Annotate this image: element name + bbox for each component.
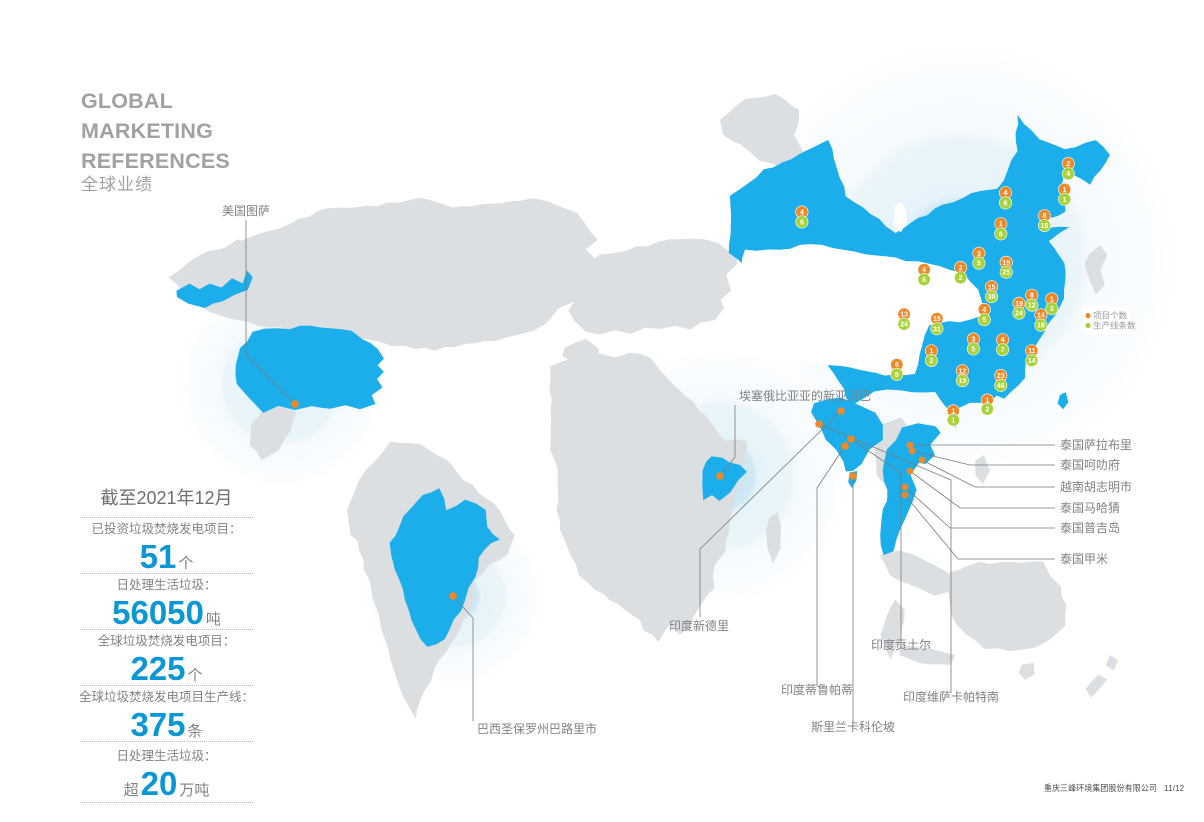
svg-text:18: 18 bbox=[1037, 323, 1045, 330]
svg-text:4: 4 bbox=[982, 307, 986, 314]
svg-text:泰国甲米: 泰国甲米 bbox=[1060, 552, 1108, 566]
svg-text:美国图萨: 美国图萨 bbox=[222, 204, 270, 218]
australia bbox=[948, 561, 1066, 651]
svg-text:15: 15 bbox=[1041, 223, 1049, 230]
svg-text:6: 6 bbox=[922, 277, 926, 284]
svg-text:生产线条数: 生产线条数 bbox=[1093, 321, 1136, 331]
svg-text:12: 12 bbox=[1028, 303, 1036, 310]
svg-text:1: 1 bbox=[951, 418, 955, 425]
svg-text:1: 1 bbox=[1063, 197, 1067, 204]
svg-text:19: 19 bbox=[959, 378, 967, 385]
svg-text:4: 4 bbox=[1066, 171, 1070, 178]
svg-text:埃塞俄比亚亚的新亚贝巴: 埃塞俄比亚亚的新亚贝巴 bbox=[739, 388, 871, 403]
svg-text:泰国呵叻府: 泰国呵叻府 bbox=[1060, 457, 1120, 472]
svg-text:泰国普吉岛: 泰国普吉岛 bbox=[1060, 520, 1120, 535]
greenland bbox=[720, 94, 806, 169]
svg-text:1: 1 bbox=[999, 221, 1003, 228]
svg-text:印度贡土尔: 印度贡土尔 bbox=[871, 637, 931, 652]
svg-text:2: 2 bbox=[959, 265, 963, 272]
svg-text:项目个数: 项目个数 bbox=[1093, 311, 1128, 321]
svg-text:巴西圣保罗州巴路里市: 巴西圣保罗州巴路里市 bbox=[477, 721, 597, 736]
svg-text:15: 15 bbox=[933, 316, 941, 323]
svg-text:斯里兰卡科伦坡: 斯里兰卡科伦坡 bbox=[811, 719, 895, 734]
svg-text:泰国马哈猜: 泰国马哈猜 bbox=[1060, 501, 1120, 515]
europe bbox=[566, 239, 738, 335]
svg-text:6: 6 bbox=[999, 231, 1003, 238]
svg-text:5: 5 bbox=[971, 346, 975, 353]
svg-text:6: 6 bbox=[1004, 200, 1008, 207]
svg-text:2: 2 bbox=[1066, 161, 1070, 168]
svg-text:30: 30 bbox=[988, 294, 996, 301]
svg-text:泰国萨拉布里: 泰国萨拉布里 bbox=[1060, 437, 1132, 452]
svg-text:7: 7 bbox=[1001, 347, 1005, 354]
newzealand_n bbox=[1106, 655, 1118, 671]
svg-text:3: 3 bbox=[1050, 306, 1054, 313]
svg-text:46: 46 bbox=[997, 383, 1005, 390]
svg-text:6: 6 bbox=[800, 219, 804, 226]
svg-text:25: 25 bbox=[1002, 270, 1010, 277]
svg-text:14: 14 bbox=[1037, 312, 1045, 319]
svg-text:越南胡志明市: 越南胡志明市 bbox=[1060, 479, 1132, 494]
svg-text:24: 24 bbox=[1015, 311, 1023, 318]
usa bbox=[236, 326, 384, 413]
svg-text:14: 14 bbox=[1028, 358, 1036, 365]
svg-text:31: 31 bbox=[933, 326, 941, 333]
svg-text:24: 24 bbox=[900, 322, 908, 329]
newzealand_s bbox=[1086, 674, 1108, 697]
svg-text:8: 8 bbox=[895, 372, 899, 379]
svg-text:印度新德里: 印度新德里 bbox=[669, 618, 729, 633]
svg-text:5: 5 bbox=[982, 317, 986, 324]
svg-text:印度蒂鲁帕蒂: 印度蒂鲁帕蒂 bbox=[781, 682, 853, 697]
svg-text:2: 2 bbox=[985, 407, 989, 414]
svg-text:5: 5 bbox=[977, 261, 981, 268]
malay_gray bbox=[880, 551, 955, 596]
svg-text:2: 2 bbox=[929, 358, 933, 365]
svg-text:印度维萨卡帕特南: 印度维萨卡帕特南 bbox=[903, 689, 999, 704]
svg-text:4: 4 bbox=[1004, 190, 1008, 197]
tasmania bbox=[1019, 663, 1035, 680]
svg-text:2: 2 bbox=[959, 275, 963, 282]
